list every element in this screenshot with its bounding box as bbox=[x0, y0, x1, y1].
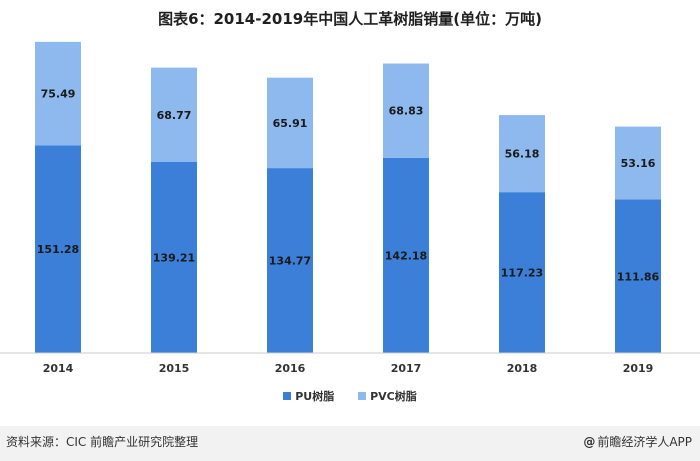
x-tick-2014: 2014 bbox=[43, 362, 74, 375]
legend-label-pu: PU树脂 bbox=[295, 390, 335, 403]
bar-pu-2017 bbox=[383, 157, 429, 353]
bar-pu-2014 bbox=[35, 145, 81, 353]
data-label-pu-2018: 117.23 bbox=[501, 267, 543, 280]
chart-title: 图表6：2014-2019年中国人工革树脂销量(单位：万吨) bbox=[158, 10, 542, 28]
bar-pu-2016 bbox=[267, 168, 313, 353]
legend: PU树脂 PVC树脂 bbox=[0, 388, 700, 404]
x-tick-2016: 2016 bbox=[275, 362, 306, 375]
data-label-pu-2019: 111.86 bbox=[617, 270, 660, 283]
brand-label: @ 前瞻经济学人APP bbox=[583, 433, 692, 450]
data-label-pu-2014: 151.28 bbox=[37, 243, 79, 256]
bars-layer bbox=[35, 41, 661, 353]
data-label-pvc-2016: 65.91 bbox=[273, 117, 308, 130]
bar-pu-2015 bbox=[151, 162, 197, 353]
legend-item-pu: PU树脂 bbox=[283, 388, 334, 404]
bar-pvc-2018 bbox=[499, 115, 545, 193]
data-labels: 151.28 75.49 139.21 68.77 134.77 65.91 142.18 6… bbox=[37, 88, 660, 284]
data-label-pvc-2017: 68.83 bbox=[389, 105, 424, 118]
bar-pvc-2015 bbox=[151, 67, 197, 163]
bar-pu-2018 bbox=[499, 192, 545, 353]
x-tick-2019: 2019 bbox=[623, 362, 654, 375]
bar-pvc-2019 bbox=[615, 126, 661, 200]
x-tick-2018: 2018 bbox=[507, 362, 538, 375]
bar-pvc-2014 bbox=[35, 41, 81, 146]
bar-pvc-2017 bbox=[383, 63, 429, 158]
data-label-pvc-2018: 56.18 bbox=[505, 148, 540, 161]
bar-pu-2019 bbox=[615, 199, 661, 353]
legend-item-pvc: PVC树脂 bbox=[358, 388, 417, 404]
data-label-pu-2015: 139.21 bbox=[153, 252, 195, 265]
brand-text: 前瞻经济学人APP bbox=[597, 435, 692, 449]
footer-bar bbox=[0, 426, 700, 461]
source-note: 资料来源：CIC 前瞻产业研究院整理 bbox=[6, 435, 199, 449]
data-label-pu-2016: 134.77 bbox=[269, 255, 311, 268]
x-tick-2015: 2015 bbox=[159, 362, 190, 375]
at-icon: @ bbox=[583, 435, 596, 449]
legend-swatch-pvc bbox=[358, 392, 367, 400]
legend-label-pvc: PVC树脂 bbox=[370, 390, 417, 403]
data-label-pvc-2014: 75.49 bbox=[41, 88, 76, 101]
data-label-pvc-2015: 68.77 bbox=[157, 109, 192, 122]
data-label-pvc-2019: 53.16 bbox=[621, 157, 656, 170]
legend-swatch-pu bbox=[283, 392, 292, 400]
bar-pvc-2016 bbox=[267, 77, 313, 169]
x-tick-2017: 2017 bbox=[391, 362, 422, 375]
data-label-pu-2017: 142.18 bbox=[385, 249, 427, 262]
x-tick-labels: 2014 2015 2016 2017 2018 2019 bbox=[43, 362, 654, 375]
